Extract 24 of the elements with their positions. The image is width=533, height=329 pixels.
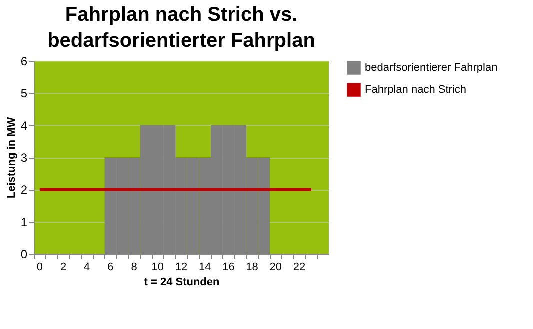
legend-label: Fahrplan nach Strich — [365, 84, 466, 96]
x-tick-label: 0 — [36, 262, 43, 274]
y-tick-label: 5 — [20, 86, 28, 101]
x-tick-label: 20 — [270, 262, 282, 274]
x-tick-label: 6 — [108, 262, 114, 274]
legend-label: bedarfsorientierer Fahrplan — [365, 62, 498, 74]
chart-title: Fahrplan nach Strich vs. bedarfsorientierter Fahrplan — [48, 4, 316, 52]
x-tick-label: 14 — [198, 262, 212, 274]
x-axis-title: t = 24 Stunden — [144, 276, 220, 288]
x-tick-label: 10 — [152, 262, 164, 274]
x-tick-label: 2 — [60, 262, 67, 274]
x-tick-label: 8 — [131, 262, 138, 274]
y-tick-label: 6 — [20, 54, 28, 68]
x-tick-label: 16 — [222, 262, 235, 274]
y-tick-label: 4 — [20, 118, 28, 133]
y-tick-label: 2 — [20, 183, 28, 198]
x-tick-label: 18 — [246, 262, 258, 274]
y-tick-label: 3 — [20, 151, 28, 165]
x-tick-label: 22 — [293, 262, 306, 274]
y-tick-label: 0 — [20, 248, 28, 262]
x-tick-label: 12 — [175, 262, 188, 274]
y-axis-title: Leistung in MW — [6, 116, 18, 199]
y-tick-label: 1 — [20, 215, 28, 230]
x-tick-label: 4 — [84, 262, 90, 274]
